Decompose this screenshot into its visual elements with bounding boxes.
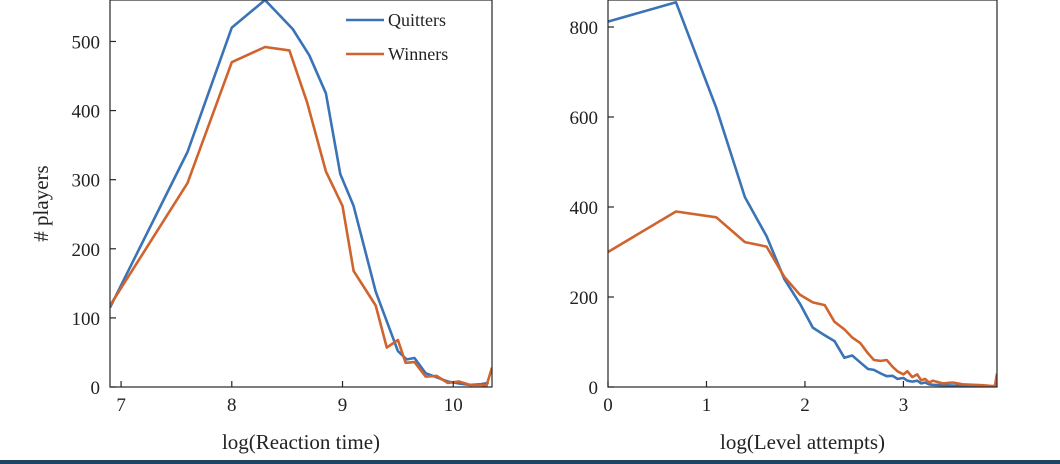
series-line-quitters [110,0,489,387]
x-tick-label: 10 [444,395,463,416]
y-tick-label: 200 [72,240,101,261]
x-tick-label: 9 [338,395,348,416]
y-tick-label: 0 [589,378,599,399]
x-axis-label: log(Reaction time) [222,430,380,454]
y-tick-label: 600 [570,108,599,129]
series-line-winners [608,210,997,387]
y-tick-label: 0 [91,378,101,399]
x-tick-label: 2 [800,395,810,416]
y-tick-label: 300 [72,171,101,192]
axes-frame [607,0,998,388]
x-tick-label: 7 [116,395,126,416]
legend-label-winners: Winners [388,44,448,64]
y-tick-label: 800 [570,18,599,39]
y-tick-label: 400 [570,198,599,219]
chart-right-level-attempts: 0 1 2 3 0 200 400 600 800 log(Level attempts) [570,0,998,454]
x-tick-label: 8 [227,395,237,416]
y-tick-label: 400 [72,102,101,123]
x-tick-label: 0 [603,395,613,416]
series-line-winners [110,45,492,387]
y-tick-label: 100 [72,309,101,330]
series-line-quitters [608,0,997,387]
y-axis-label: # players [29,165,53,241]
axes-frame [109,0,493,388]
x-axis-label: log(Level attempts) [720,430,885,454]
y-tick-label: 500 [72,32,101,53]
legend: Quitters Winners [346,10,448,64]
x-tick-label: 3 [899,395,909,416]
legend-label-quitters: Quitters [388,10,446,30]
x-tick-label: 1 [702,395,712,416]
y-tick-label: 200 [570,288,599,309]
bottom-bar [0,460,1060,464]
